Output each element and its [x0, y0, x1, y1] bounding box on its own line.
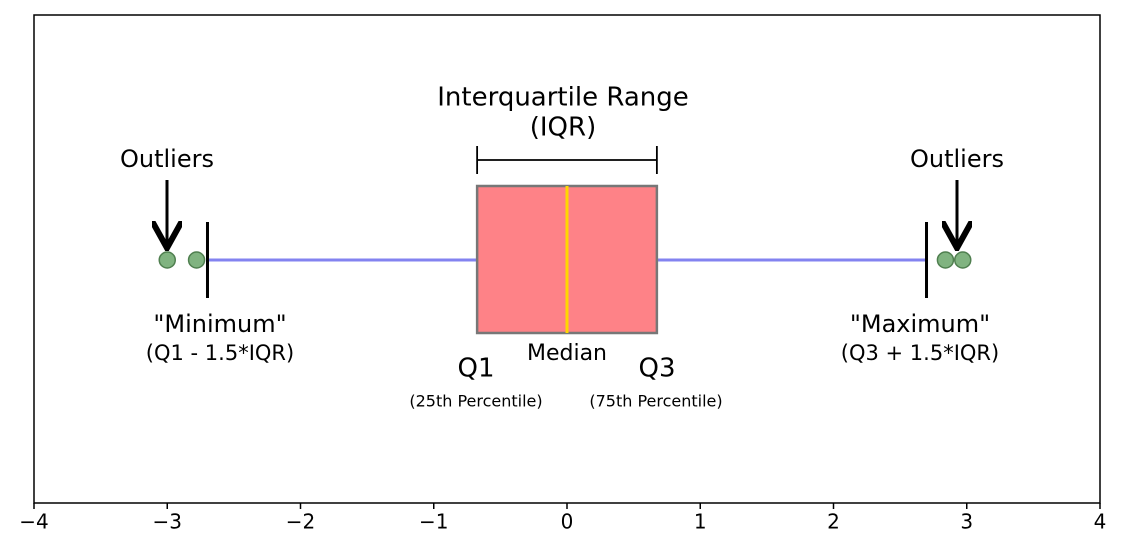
x-tick-label: −4 [19, 510, 48, 534]
annotation: Median [527, 341, 607, 366]
annotation: (75th Percentile) [589, 392, 722, 411]
annotation: (Q3 + 1.5*IQR) [841, 341, 999, 365]
annotation: Q1 [457, 354, 494, 384]
x-tick-label: 3 [960, 510, 973, 534]
x-tick-label: −3 [153, 510, 182, 534]
annotation: (Q1 - 1.5*IQR) [146, 341, 294, 365]
outlier [158, 251, 176, 269]
x-tick-label: 2 [827, 510, 840, 534]
outlier [954, 251, 972, 269]
annotation: Outliers [120, 145, 214, 173]
x-tick-label: 4 [1094, 510, 1107, 534]
annotation: Q3 [638, 354, 675, 384]
x-tick-label: −1 [419, 510, 448, 534]
annotation: "Maximum" [850, 310, 990, 338]
outlier [936, 251, 955, 269]
x-tick-label: 1 [694, 510, 707, 534]
x-tick-label: 0 [561, 510, 574, 534]
annotation: (IQR) [530, 113, 597, 143]
outlier [187, 251, 206, 269]
annotation: Outliers [910, 145, 1004, 173]
annotation: Interquartile Range [437, 83, 688, 113]
annotation: "Minimum" [153, 310, 286, 338]
annotation: (25th Percentile) [409, 392, 542, 411]
x-tick-label: −2 [286, 510, 315, 534]
